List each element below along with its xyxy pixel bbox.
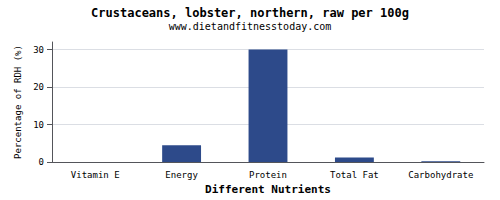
svg-text:20: 20 xyxy=(33,82,44,92)
svg-text:Crustaceans, lobster, northern: Crustaceans, lobster, northern, raw per … xyxy=(91,6,409,20)
svg-text:10: 10 xyxy=(33,120,44,130)
svg-text:Carbohydrate: Carbohydrate xyxy=(408,170,473,180)
svg-text:0: 0 xyxy=(39,157,44,167)
svg-text:Energy: Energy xyxy=(165,170,198,180)
svg-text:Different Nutrients: Different Nutrients xyxy=(205,183,331,196)
svg-text:Vitamin E: Vitamin E xyxy=(71,170,120,180)
svg-text:www.dietandfitnesstoday.com: www.dietandfitnesstoday.com xyxy=(169,21,332,32)
svg-text:Protein: Protein xyxy=(249,170,287,180)
svg-text:Total Fat: Total Fat xyxy=(330,170,379,180)
svg-text:Percentage of RDH (%): Percentage of RDH (%) xyxy=(13,45,23,159)
svg-text:30: 30 xyxy=(33,45,44,55)
